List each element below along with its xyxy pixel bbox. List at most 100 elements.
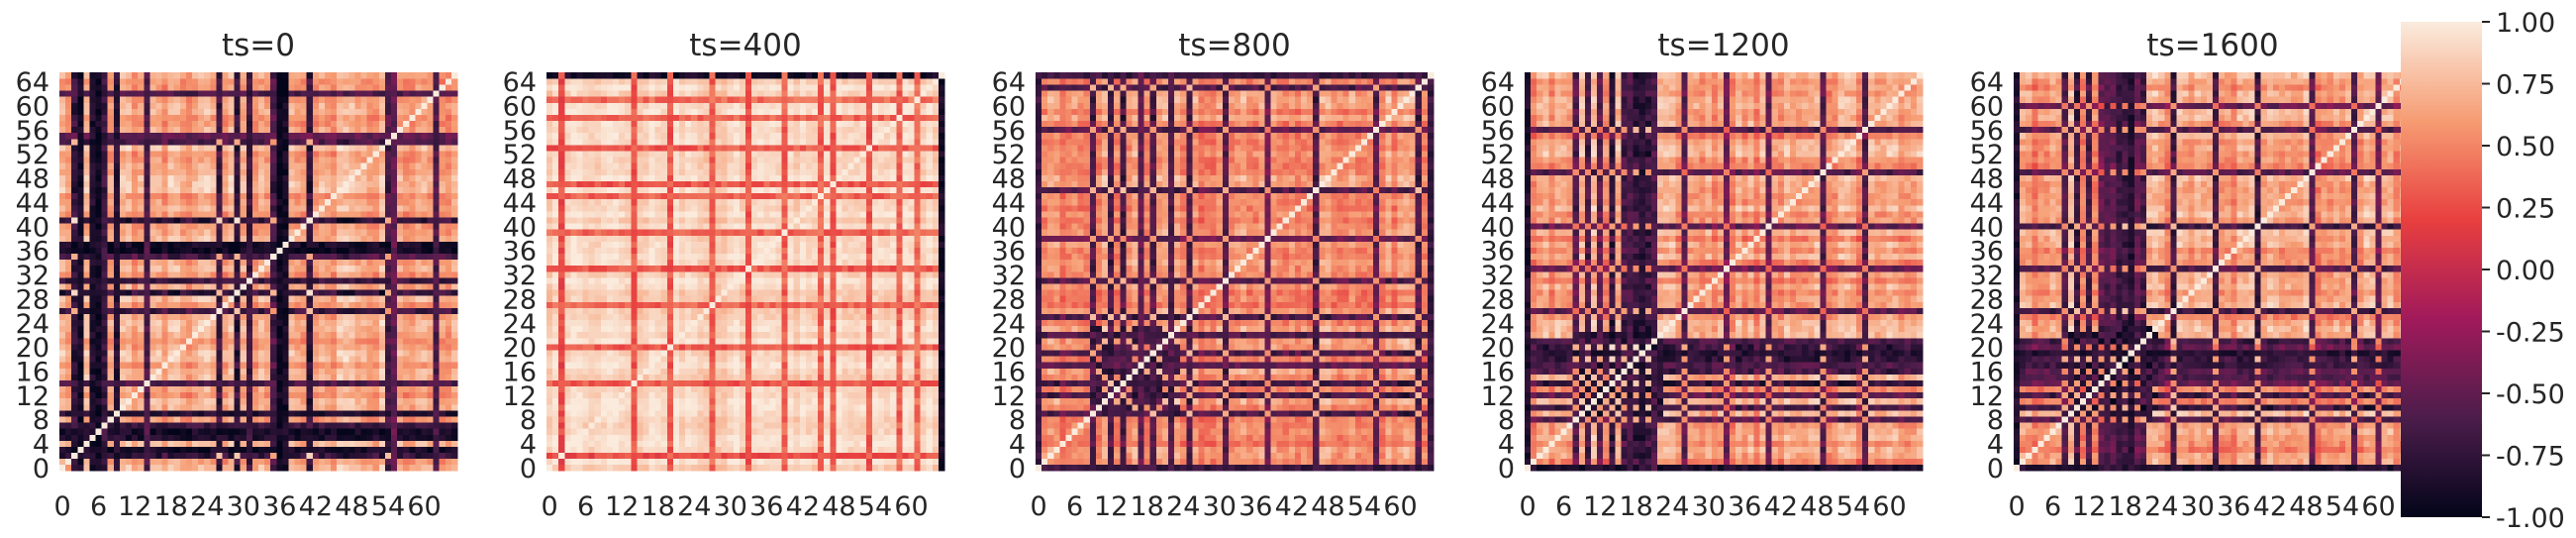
heatmap-cell — [155, 465, 161, 471]
heatmap-cell — [210, 375, 216, 380]
heatmap-cell — [149, 404, 155, 410]
heatmap-cell — [325, 404, 331, 410]
heatmap-cell — [108, 410, 114, 416]
heatmap-cell — [216, 422, 222, 428]
heatmap-cell — [385, 368, 391, 374]
heatmap-cell — [270, 447, 276, 453]
heatmap-cell — [149, 350, 155, 356]
heatmap-cell — [391, 422, 397, 428]
heatmap-cell — [337, 398, 343, 404]
heatmap-cell — [343, 362, 348, 368]
heatmap-cell — [319, 428, 325, 434]
heatmap-cell — [126, 362, 132, 368]
heatmap-cell — [247, 453, 252, 459]
heatmap-cell — [59, 350, 65, 356]
heatmap-cell — [446, 428, 451, 434]
heatmap-cell — [59, 465, 65, 471]
heatmap-cell — [241, 386, 247, 392]
heatmap-cell — [144, 434, 149, 440]
heatmap-cell — [307, 368, 313, 374]
heatmap-cell — [222, 428, 228, 434]
heatmap-cell — [198, 386, 204, 392]
heatmap-cell — [235, 459, 241, 465]
heatmap-cell — [126, 410, 132, 416]
heatmap-cell — [174, 350, 180, 356]
heatmap-cell — [71, 398, 77, 404]
heatmap-cell — [348, 404, 354, 410]
heatmap-cell — [144, 410, 149, 416]
heatmap-cell — [415, 459, 421, 465]
heatmap-cell — [138, 434, 144, 440]
heatmap-cell — [65, 344, 71, 350]
heatmap-cell — [222, 380, 228, 386]
heatmap-cell — [144, 392, 149, 398]
heatmap-cell — [186, 428, 192, 434]
heatmap-cell — [270, 459, 276, 465]
heatmap-cell — [247, 404, 252, 410]
heatmap-cell — [282, 441, 288, 447]
heatmap-cell — [258, 392, 264, 398]
heatmap-cell — [258, 441, 264, 447]
heatmap-cell — [319, 453, 325, 459]
heatmap-cell — [446, 447, 451, 453]
heatmap-cell — [421, 350, 427, 356]
heatmap-cell — [325, 398, 331, 404]
heatmap-cell — [174, 375, 180, 380]
heatmap-cell — [174, 362, 180, 368]
heatmap-cell — [59, 375, 65, 380]
heatmap-cell — [421, 447, 427, 453]
heatmap-cell — [162, 459, 168, 465]
heatmap-cell — [126, 350, 132, 356]
heatmap-cell — [108, 392, 114, 398]
heatmap-cell — [295, 410, 301, 416]
heatmap-cell — [77, 422, 83, 428]
heatmap-cell — [319, 362, 325, 368]
heatmap-cell — [367, 368, 373, 374]
heatmap-cell — [162, 410, 168, 416]
heatmap-cell — [403, 380, 409, 386]
heatmap-cell — [385, 404, 391, 410]
heatmap-cell — [71, 410, 77, 416]
heatmap-cell — [216, 362, 222, 368]
heatmap-cell — [348, 459, 354, 465]
heatmap-cell — [155, 380, 161, 386]
heatmap-cell — [361, 380, 367, 386]
heatmap-cell — [71, 392, 77, 398]
heatmap-cell — [295, 356, 301, 362]
heatmap-cell — [229, 398, 235, 404]
heatmap-cell — [301, 459, 307, 465]
heatmap-cell — [247, 386, 252, 392]
heatmap-cell — [59, 392, 65, 398]
heatmap-cell — [204, 453, 210, 459]
heatmap-cell — [155, 386, 161, 392]
heatmap-cell — [379, 368, 385, 374]
heatmap-cell — [348, 465, 354, 471]
heatmap-cell — [301, 447, 307, 453]
heatmap-cell — [222, 441, 228, 447]
heatmap-cell — [354, 380, 360, 386]
heatmap-cell — [235, 350, 241, 356]
heatmap-cell — [192, 422, 198, 428]
heatmap-cell — [59, 447, 65, 453]
heatmap-cell — [162, 386, 168, 392]
heatmap-cell — [307, 392, 313, 398]
heatmap-cell — [132, 356, 138, 362]
heatmap-cell — [434, 441, 440, 447]
heatmap-cell — [361, 350, 367, 356]
heatmap-cell — [89, 375, 95, 380]
heatmap-cell — [295, 392, 301, 398]
heatmap-cell — [186, 375, 192, 380]
heatmap-cell — [216, 392, 222, 398]
heatmap-cell — [108, 350, 114, 356]
heatmap-cell — [168, 362, 174, 368]
heatmap-cell — [120, 350, 126, 356]
heatmap-cell — [428, 398, 434, 404]
heatmap-cell — [367, 356, 373, 362]
heatmap-cell — [77, 350, 83, 356]
heatmap-cell — [144, 356, 149, 362]
heatmap-cell — [258, 459, 264, 465]
heatmap-cell — [276, 434, 282, 440]
heatmap-cell — [204, 380, 210, 386]
heatmap-cell — [440, 428, 446, 434]
heatmap-cell — [216, 416, 222, 422]
